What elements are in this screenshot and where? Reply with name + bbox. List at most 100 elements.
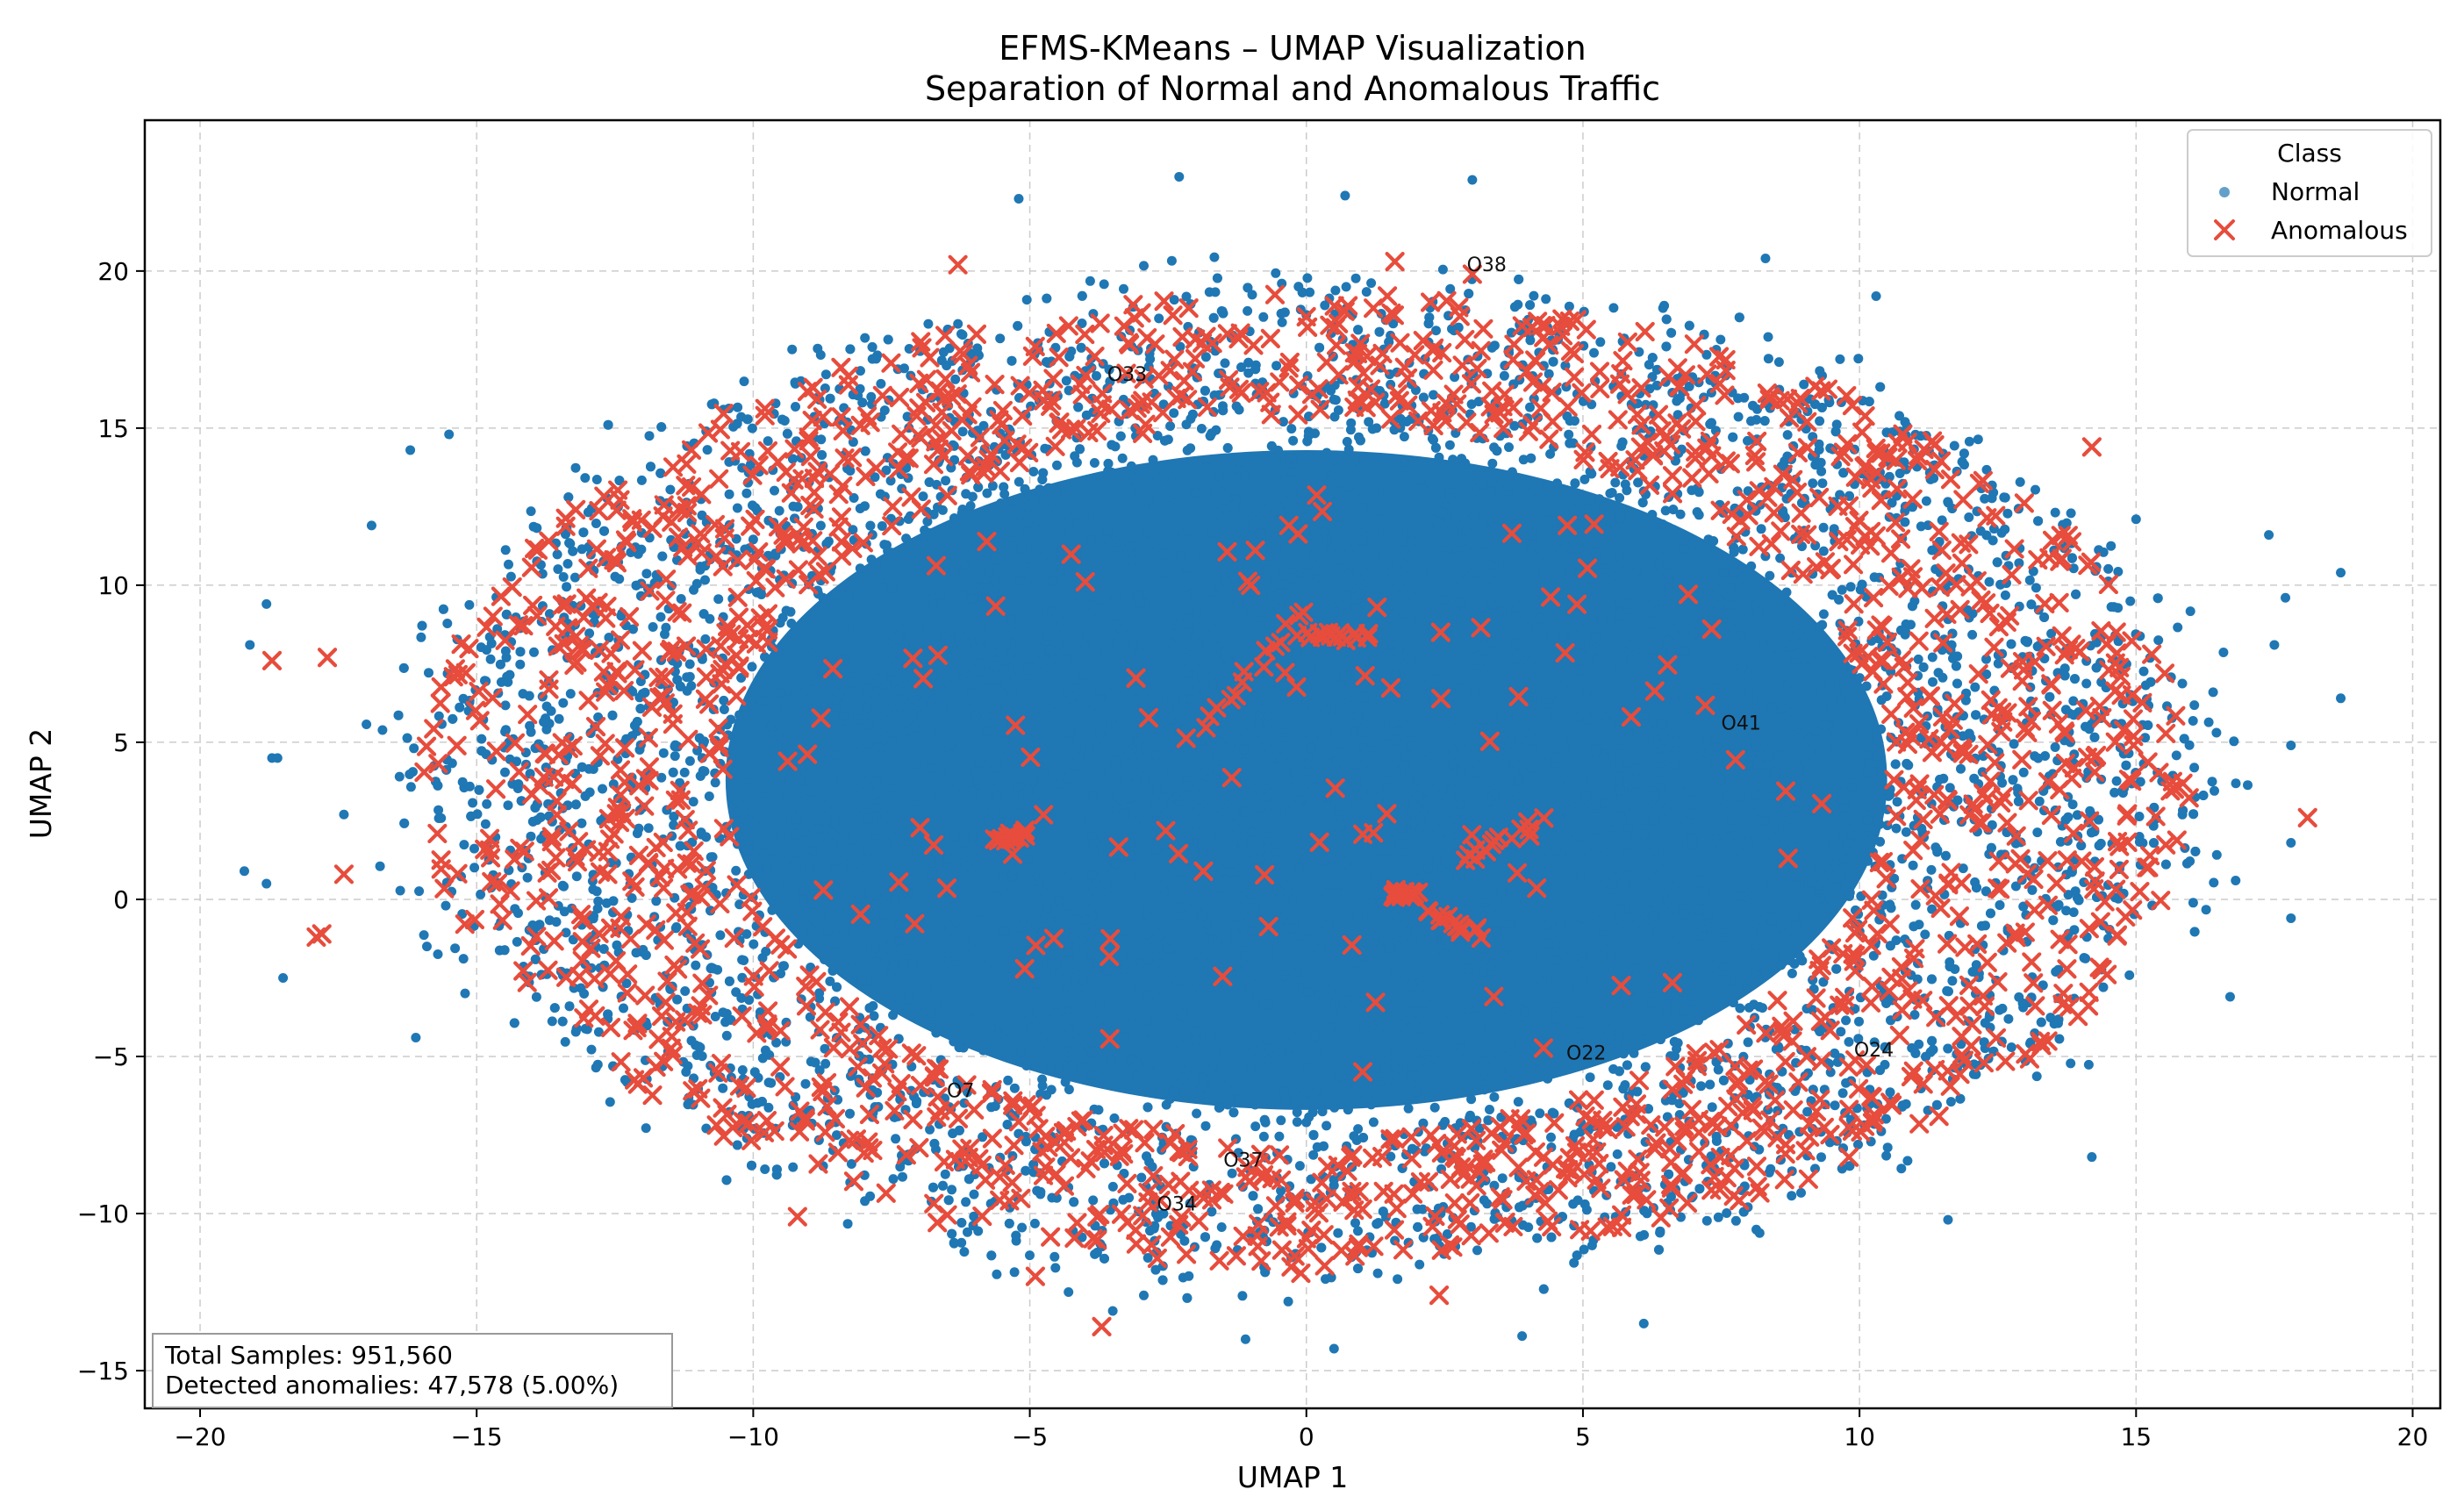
normal-point	[1107, 629, 1117, 640]
normal-point	[1026, 548, 1036, 559]
normal-point	[1749, 999, 1759, 1010]
normal-point	[1538, 566, 1549, 576]
normal-point	[1315, 693, 1326, 704]
normal-point	[1647, 510, 1658, 519]
normal-point	[648, 622, 658, 632]
normal-point	[1318, 577, 1329, 588]
normal-point	[394, 771, 405, 782]
normal-point	[1468, 740, 1479, 750]
normal-point	[1191, 827, 1201, 837]
normal-point	[868, 877, 878, 888]
normal-point	[1527, 744, 1537, 755]
normal-point	[1229, 809, 1240, 820]
normal-point	[1294, 794, 1305, 805]
normal-point	[981, 961, 992, 971]
normal-point	[774, 505, 784, 516]
normal-point	[1051, 486, 1062, 497]
normal-point	[504, 559, 513, 569]
normal-point	[1302, 273, 1313, 283]
normal-point	[848, 834, 858, 845]
normal-point	[1662, 859, 1673, 870]
normal-point	[1140, 817, 1150, 827]
normal-point	[1410, 544, 1421, 555]
normal-point	[1108, 884, 1119, 894]
normal-point	[1262, 564, 1272, 575]
normal-point	[1292, 1117, 1302, 1128]
normal-point	[1192, 606, 1202, 617]
normal-point	[1009, 1267, 1020, 1278]
normal-point	[1818, 609, 1829, 619]
normal-point	[1277, 317, 1287, 327]
normal-point	[905, 858, 915, 869]
normal-point	[2000, 590, 2010, 600]
normal-point	[915, 899, 926, 909]
normal-point	[1426, 1084, 1436, 1094]
normal-point	[1509, 302, 1520, 312]
normal-point	[1853, 1139, 1863, 1149]
normal-point	[1750, 900, 1760, 911]
normal-point	[1383, 505, 1393, 516]
normal-point	[1804, 863, 1815, 873]
normal-point	[1472, 528, 1482, 539]
normal-point	[934, 859, 944, 869]
normal-point	[2106, 541, 2117, 551]
normal-point	[1631, 971, 1642, 982]
normal-point	[1329, 394, 1339, 405]
normal-point	[1777, 703, 1787, 713]
normal-point	[1418, 980, 1429, 991]
normal-point	[1334, 862, 1344, 872]
chart-title: EFMS-KMeans – UMAP Visualization	[999, 29, 1587, 68]
normal-point	[800, 1078, 811, 1089]
normal-point	[747, 662, 757, 672]
normal-point	[1064, 527, 1075, 538]
normal-point	[1854, 673, 1865, 684]
normal-point	[1817, 478, 1828, 489]
normal-point	[898, 1171, 907, 1182]
normal-point	[2066, 508, 2076, 519]
normal-point	[915, 959, 926, 970]
normal-point	[1956, 763, 1966, 774]
normal-point	[1362, 701, 1372, 712]
normal-point	[782, 741, 792, 751]
normal-point	[683, 1061, 693, 1071]
normal-point	[1559, 486, 1570, 497]
normal-point	[1419, 654, 1429, 664]
normal-point	[1236, 881, 1246, 892]
normal-point	[1320, 519, 1330, 530]
normal-point	[1589, 347, 1599, 358]
normal-point	[1216, 456, 1227, 467]
normal-point	[1788, 841, 1799, 850]
normal-point	[1042, 879, 1053, 890]
normal-point	[961, 489, 971, 499]
normal-point	[562, 559, 573, 569]
normal-point	[715, 930, 726, 941]
normal-point	[1162, 675, 1172, 685]
normal-point	[880, 837, 891, 848]
normal-point	[1587, 974, 1597, 985]
normal-point	[1166, 255, 1177, 266]
normal-point	[433, 805, 444, 815]
normal-point	[1135, 957, 1146, 968]
normal-point	[949, 1012, 959, 1022]
normal-point	[1753, 779, 1764, 790]
normal-point	[1169, 295, 1179, 305]
normal-point	[1020, 612, 1030, 623]
normal-point	[1855, 855, 1866, 865]
normal-point	[1497, 605, 1508, 616]
normal-point	[1136, 1172, 1147, 1183]
normal-point	[1892, 797, 1902, 807]
normal-point	[1070, 708, 1080, 718]
normal-point	[1595, 710, 1606, 720]
normal-point	[1038, 769, 1049, 779]
normal-point	[2009, 739, 2019, 749]
normal-point	[2209, 877, 2219, 888]
normal-point	[1200, 1121, 1211, 1131]
normal-point	[1221, 1082, 1232, 1092]
normal-point	[1479, 898, 1490, 907]
normal-point	[641, 569, 652, 579]
normal-point	[636, 475, 647, 485]
normal-point	[710, 777, 720, 788]
normal-point	[1489, 956, 1500, 967]
normal-point	[562, 582, 572, 592]
normal-point	[843, 591, 854, 601]
